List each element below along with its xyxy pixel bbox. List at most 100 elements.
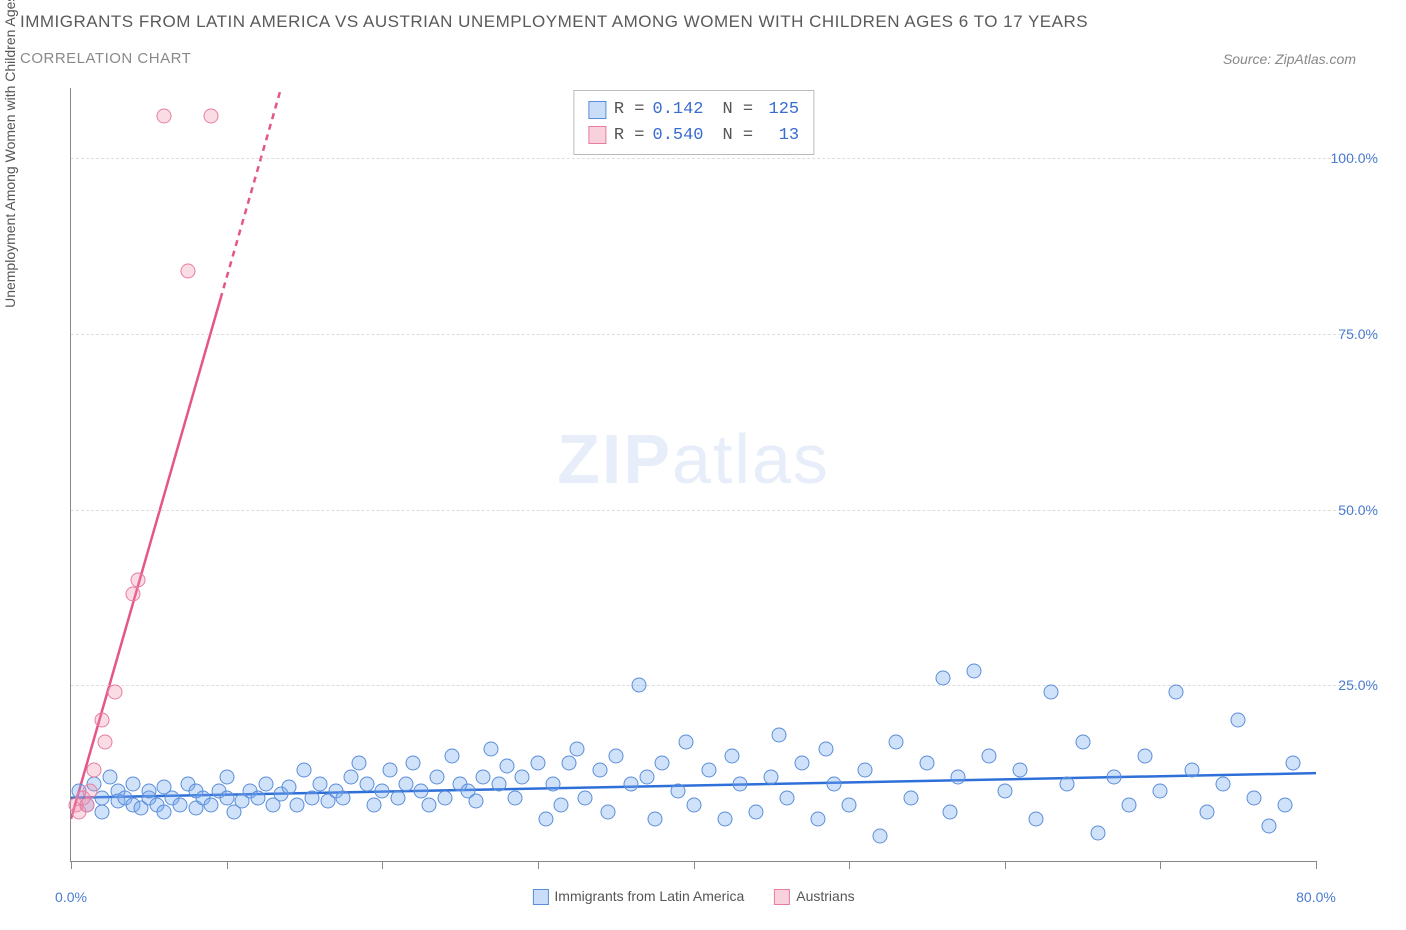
data-point <box>842 797 857 812</box>
legend-row: R = 0.142 N = 125 <box>588 97 799 123</box>
legend-swatch <box>588 101 606 119</box>
data-point <box>982 748 997 763</box>
data-point <box>359 776 374 791</box>
x-tick <box>1160 861 1161 869</box>
data-point <box>219 790 234 805</box>
data-point <box>476 769 491 784</box>
data-point <box>686 797 701 812</box>
data-point <box>1122 797 1137 812</box>
data-point <box>390 790 405 805</box>
data-point <box>857 762 872 777</box>
legend-row: R = 0.540 N = 13 <box>588 123 799 149</box>
data-point <box>748 804 763 819</box>
data-point <box>1060 776 1075 791</box>
gridline <box>71 158 1376 159</box>
y-axis-label: Unemployment Among Women with Children A… <box>2 0 18 308</box>
x-tick-label: 80.0% <box>1296 889 1336 905</box>
trend-lines-layer <box>71 88 1316 861</box>
data-point <box>157 109 172 124</box>
data-point <box>1106 769 1121 784</box>
legend-r-value: 0.142 <box>653 97 715 123</box>
data-point <box>678 734 693 749</box>
data-point <box>250 790 265 805</box>
series-legend-item: Austrians <box>774 888 854 905</box>
data-point <box>546 776 561 791</box>
data-point <box>484 741 499 756</box>
data-point <box>1285 755 1300 770</box>
data-point <box>375 783 390 798</box>
x-tick <box>1316 861 1317 869</box>
legend-swatch <box>588 126 606 144</box>
data-point <box>180 263 195 278</box>
x-tick <box>1005 861 1006 869</box>
x-tick <box>382 861 383 869</box>
y-tick-label: 50.0% <box>1338 502 1378 518</box>
gridline <box>71 334 1376 335</box>
data-point <box>779 790 794 805</box>
gridline <box>71 510 1376 511</box>
data-point <box>1168 685 1183 700</box>
data-point <box>383 762 398 777</box>
data-point <box>1075 734 1090 749</box>
data-point <box>600 804 615 819</box>
data-point <box>935 671 950 686</box>
data-point <box>141 783 156 798</box>
series-legend-label: Austrians <box>796 888 854 904</box>
data-point <box>297 762 312 777</box>
data-point <box>538 811 553 826</box>
data-point <box>1137 748 1152 763</box>
data-point <box>1028 811 1043 826</box>
x-tick <box>849 861 850 869</box>
data-point <box>305 790 320 805</box>
data-point <box>608 748 623 763</box>
watermark-bold: ZIP <box>557 420 672 498</box>
data-point <box>1262 818 1277 833</box>
data-point <box>647 811 662 826</box>
data-point <box>1184 762 1199 777</box>
data-point <box>289 797 304 812</box>
data-point <box>126 586 141 601</box>
data-point <box>632 678 647 693</box>
data-point <box>639 769 654 784</box>
data-point <box>429 769 444 784</box>
legend-swatch <box>532 889 548 905</box>
x-tick-label: 0.0% <box>55 889 87 905</box>
data-point <box>904 790 919 805</box>
x-tick <box>538 861 539 869</box>
data-point <box>414 783 429 798</box>
x-tick <box>71 861 72 869</box>
x-tick <box>227 861 228 869</box>
data-point <box>811 811 826 826</box>
data-point <box>102 769 117 784</box>
data-point <box>951 769 966 784</box>
correlation-legend: R = 0.142 N = 125 R = 0.540 N = 13 <box>573 90 814 155</box>
data-point <box>826 776 841 791</box>
data-point <box>997 783 1012 798</box>
data-point <box>772 727 787 742</box>
data-point <box>764 769 779 784</box>
data-point <box>1231 713 1246 728</box>
data-point <box>130 572 145 587</box>
legend-n-label: N = <box>723 97 754 123</box>
data-point <box>468 794 483 809</box>
data-point <box>87 762 102 777</box>
legend-n-value: 125 <box>761 97 799 123</box>
data-point <box>670 783 685 798</box>
data-point <box>204 797 219 812</box>
data-point <box>79 797 94 812</box>
y-tick-label: 75.0% <box>1338 326 1378 342</box>
data-point <box>157 804 172 819</box>
data-point <box>1200 804 1215 819</box>
y-tick-label: 25.0% <box>1338 677 1378 693</box>
data-point <box>82 783 97 798</box>
data-point <box>172 797 187 812</box>
data-point <box>624 776 639 791</box>
data-point <box>367 797 382 812</box>
data-point <box>577 790 592 805</box>
data-point <box>406 755 421 770</box>
data-point <box>717 811 732 826</box>
data-point <box>943 804 958 819</box>
data-point <box>725 748 740 763</box>
data-point <box>795 755 810 770</box>
data-point <box>873 829 888 844</box>
